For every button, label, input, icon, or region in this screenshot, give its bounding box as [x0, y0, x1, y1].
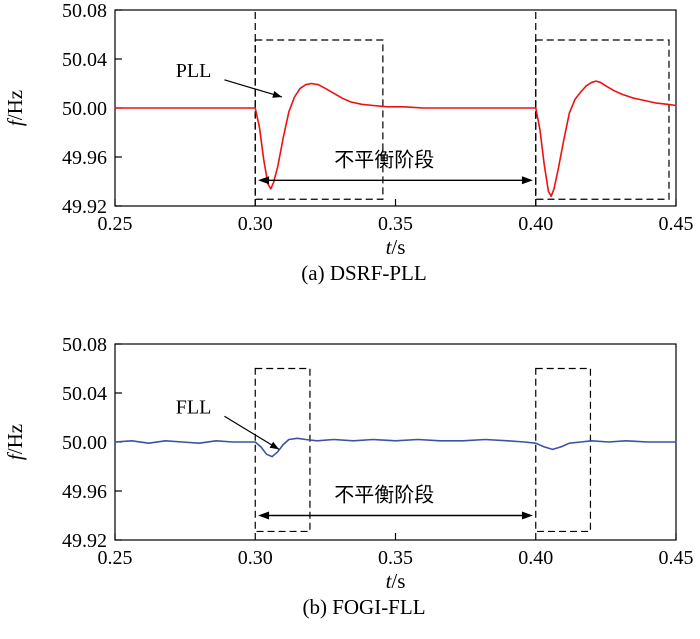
span-arrowhead-right [521, 176, 533, 185]
x-tick-label: 0.25 [98, 213, 133, 235]
x-tick-label: 0.35 [378, 213, 413, 235]
y-axis-label: f/Hz [3, 424, 27, 460]
x-axis-label: t/s [386, 235, 406, 258]
span-arrow-label: 不平衡阶段 [334, 484, 434, 507]
span-arrowhead-right [521, 511, 533, 520]
chart-b-caption: (b) FOGI-FLL [302, 595, 426, 619]
series-callout-label: PLL [176, 60, 212, 82]
x-tick-label: 0.35 [378, 547, 413, 569]
x-tick-label: 0.40 [518, 213, 553, 235]
chart-b-block: 0.25 0.30 0.35 0.40 0.45 50.08 50.04 50.00 49.96… [0, 336, 700, 626]
plot-border [114, 343, 677, 541]
span-arrowhead-left [258, 176, 270, 185]
x-tick-label: 0.45 [659, 547, 694, 569]
y-tick-label: 50.04 [62, 383, 107, 405]
dashed-box [254, 367, 311, 533]
chart-a-block: 0.25 0.30 0.35 0.40 0.45 50.08 50.04 50.00 49.96… [0, 2, 700, 292]
series-line-pll [114, 80, 677, 197]
span-arrowhead-left [258, 511, 270, 520]
dashed-box [254, 39, 384, 200]
chart-a-caption: (a) DSRF-PLL [301, 261, 427, 285]
x-tick-label: 0.45 [659, 213, 694, 235]
y-tick-label: 49.96 [62, 147, 107, 169]
figure-page: 0.25 0.30 0.35 0.40 0.45 50.08 50.04 50.00 49.96… [0, 2, 700, 626]
y-tick-label: 49.96 [62, 481, 107, 503]
y-tick-label: 50.00 [62, 98, 107, 120]
pointer-line [224, 79, 283, 98]
pointer-line [224, 415, 280, 450]
series-callout-label: FLL [176, 397, 212, 419]
pointer-arrowhead [269, 441, 280, 450]
y-axis-label: f/Hz [3, 90, 27, 126]
span-arrow-label: 不平衡阶段 [334, 148, 434, 171]
y-tick-label: 49.92 [62, 196, 107, 218]
chart-b-canvas: 0.25 0.30 0.35 0.40 0.45 50.08 50.04 50.00 49.96… [3, 336, 694, 592]
y-tick-label: 49.92 [62, 530, 107, 552]
pointer-arrowhead [272, 91, 282, 98]
x-tick-label: 0.30 [238, 547, 273, 569]
x-tick-label: 0.25 [98, 547, 133, 569]
x-axis-label: t/s [386, 569, 406, 592]
dashed-box [535, 367, 592, 533]
y-tick-label: 50.08 [62, 336, 107, 356]
series-line-fll [114, 437, 677, 458]
dashed-box [535, 39, 670, 200]
x-tick-label: 0.30 [238, 213, 273, 235]
chart-a-canvas: 0.25 0.30 0.35 0.40 0.45 50.08 50.04 50.00 49.96… [3, 2, 694, 258]
x-tick-label: 0.40 [518, 547, 553, 569]
y-tick-label: 50.08 [62, 2, 107, 22]
y-tick-label: 50.00 [62, 432, 107, 454]
y-tick-label: 50.04 [62, 49, 107, 71]
